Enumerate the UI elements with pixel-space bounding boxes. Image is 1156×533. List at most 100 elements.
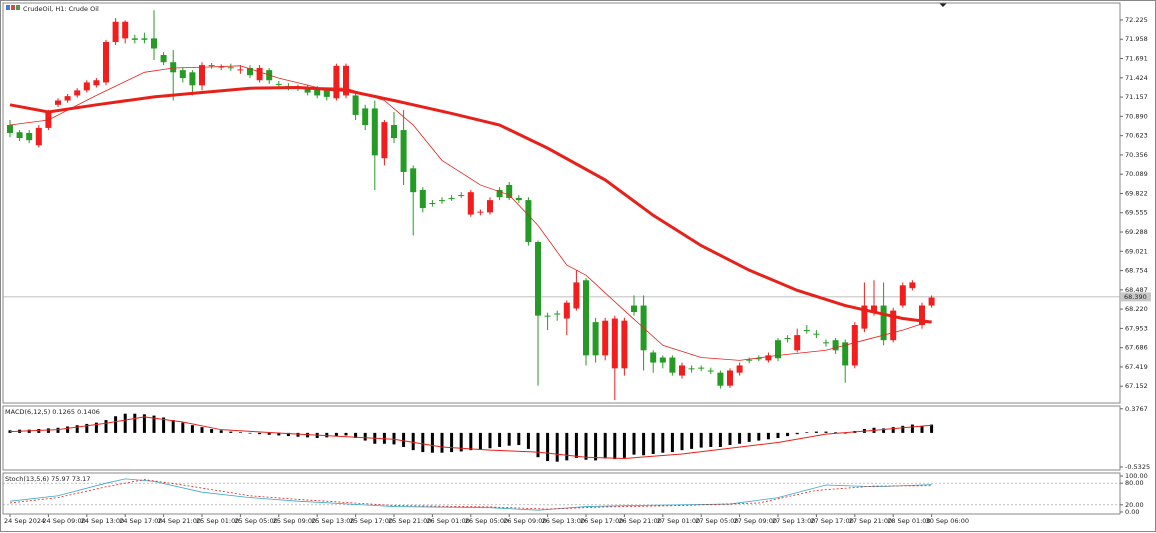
x-tick-label: 26 Sep 01:00 (426, 517, 469, 525)
macd-bar (670, 432, 674, 453)
macd-bar (152, 415, 156, 433)
x-tick-label: 26 Sep 13:00 (542, 517, 585, 525)
macd-bar (795, 432, 799, 435)
macd-bar (75, 425, 79, 433)
panel-frame (2, 405, 1121, 471)
macd-bar (210, 429, 214, 433)
candle-body (563, 302, 570, 319)
candle-body (151, 38, 157, 49)
y-tick-label: 70.890 (1125, 112, 1148, 120)
candle-body (679, 365, 685, 376)
macd-bar (440, 432, 444, 453)
x-tick-label: 25 Sep 17:00 (350, 517, 393, 525)
macd-bar (699, 432, 703, 448)
candle-body (333, 65, 340, 99)
candle-body (707, 370, 714, 372)
candle-body (765, 355, 772, 361)
y-tick-label: 69.822 (1125, 189, 1148, 197)
y-tick-label: 67.152 (1125, 382, 1148, 390)
candle-body (362, 108, 369, 126)
macd-bar (632, 432, 636, 455)
x-tick-label: 28 Sep 01:00 (887, 517, 930, 525)
macd-bar (334, 432, 338, 437)
candle-body (93, 80, 100, 86)
macd-bar (594, 432, 598, 461)
macd-bar (430, 432, 434, 453)
x-tick-label: 24 Sep 2024 (4, 517, 45, 525)
candle-body (919, 305, 925, 326)
x-tick-label: 25 Sep 13:00 (311, 517, 354, 525)
candle-body (602, 320, 609, 356)
x-tick-label: 25 Sep 05:00 (234, 517, 277, 525)
macd-bar (37, 429, 41, 433)
x-tick-label: 27 Sep 13:00 (772, 517, 815, 525)
macd-bar (200, 427, 204, 433)
y-tick-label: 72.225 (1125, 16, 1148, 24)
y-tick-label: 100.00 (1125, 472, 1148, 480)
x-tick-label: 26 Sep 17:00 (580, 517, 623, 525)
candle-body (554, 313, 561, 315)
indicator-line (9, 65, 932, 361)
candle-body (909, 282, 916, 289)
candle-body (352, 95, 359, 115)
panel-title: Stoch(13,5,6) 75.97 73.17 (5, 475, 90, 483)
candle-body (506, 184, 513, 198)
macd-bar (181, 422, 185, 433)
candle-body (755, 358, 762, 360)
macd-bar (171, 420, 175, 433)
x-tick-label: 27 Sep 21:00 (849, 517, 892, 525)
y-tick-label: -0.5325 (1125, 463, 1150, 471)
candle-body (621, 320, 628, 369)
macd-bar (776, 432, 780, 438)
candle-body (631, 305, 637, 313)
panel-title: MACD(6,12,5) 0.1265 0.1406 (5, 408, 100, 416)
macd-bar (219, 430, 223, 433)
candle-body (371, 108, 378, 156)
macd-bar (747, 432, 751, 442)
candle-body (74, 90, 81, 96)
macd-bar (238, 432, 242, 433)
candle-body (698, 367, 705, 369)
macd-bar (843, 432, 847, 434)
y-tick-label: 0.00 (1125, 508, 1139, 516)
macd-bar (229, 431, 233, 433)
candle-body (775, 340, 781, 359)
macd-bar (661, 432, 665, 453)
macd-bar (642, 432, 646, 456)
macd-bar (190, 425, 194, 433)
macd-bar (709, 432, 713, 447)
x-tick-label: 26 Sep 09:00 (503, 517, 546, 525)
candle-body (256, 67, 263, 81)
symbol-icon (6, 5, 20, 10)
y-tick-label: 70.623 (1125, 132, 1148, 140)
candle-body (55, 100, 61, 105)
macd-bar (277, 432, 281, 436)
candle-body (141, 38, 148, 40)
candle-body (419, 190, 426, 209)
macd-bar (613, 432, 617, 460)
candle-body (583, 280, 589, 356)
candle-body (227, 67, 234, 69)
candle-body (467, 192, 474, 215)
macd-bar (507, 432, 511, 446)
y-tick-label: 71.958 (1125, 35, 1148, 43)
y-tick-label: 70.089 (1125, 170, 1148, 178)
x-tick-label: 27 Sep 09:00 (734, 517, 777, 525)
candle-body (429, 203, 436, 204)
candle-body (525, 200, 532, 242)
macd-bar (738, 432, 742, 444)
y-tick-label: 71.424 (1125, 74, 1148, 82)
candle-body (448, 197, 455, 199)
candle-body (477, 211, 484, 213)
candle-body (64, 96, 71, 101)
candle-body (813, 333, 820, 335)
macd-bar (469, 432, 473, 451)
macd-bar (296, 432, 300, 437)
current-price-label: 68.390 (1124, 293, 1147, 301)
x-tick-label: 24 Sep 17:00 (119, 517, 162, 525)
x-tick-label: 27 Sep 17:00 (810, 517, 853, 525)
candle-body (611, 318, 618, 369)
x-tick-label: 25 Sep 01:00 (196, 517, 239, 525)
macd-bar (584, 432, 588, 460)
candle-body (343, 65, 349, 96)
